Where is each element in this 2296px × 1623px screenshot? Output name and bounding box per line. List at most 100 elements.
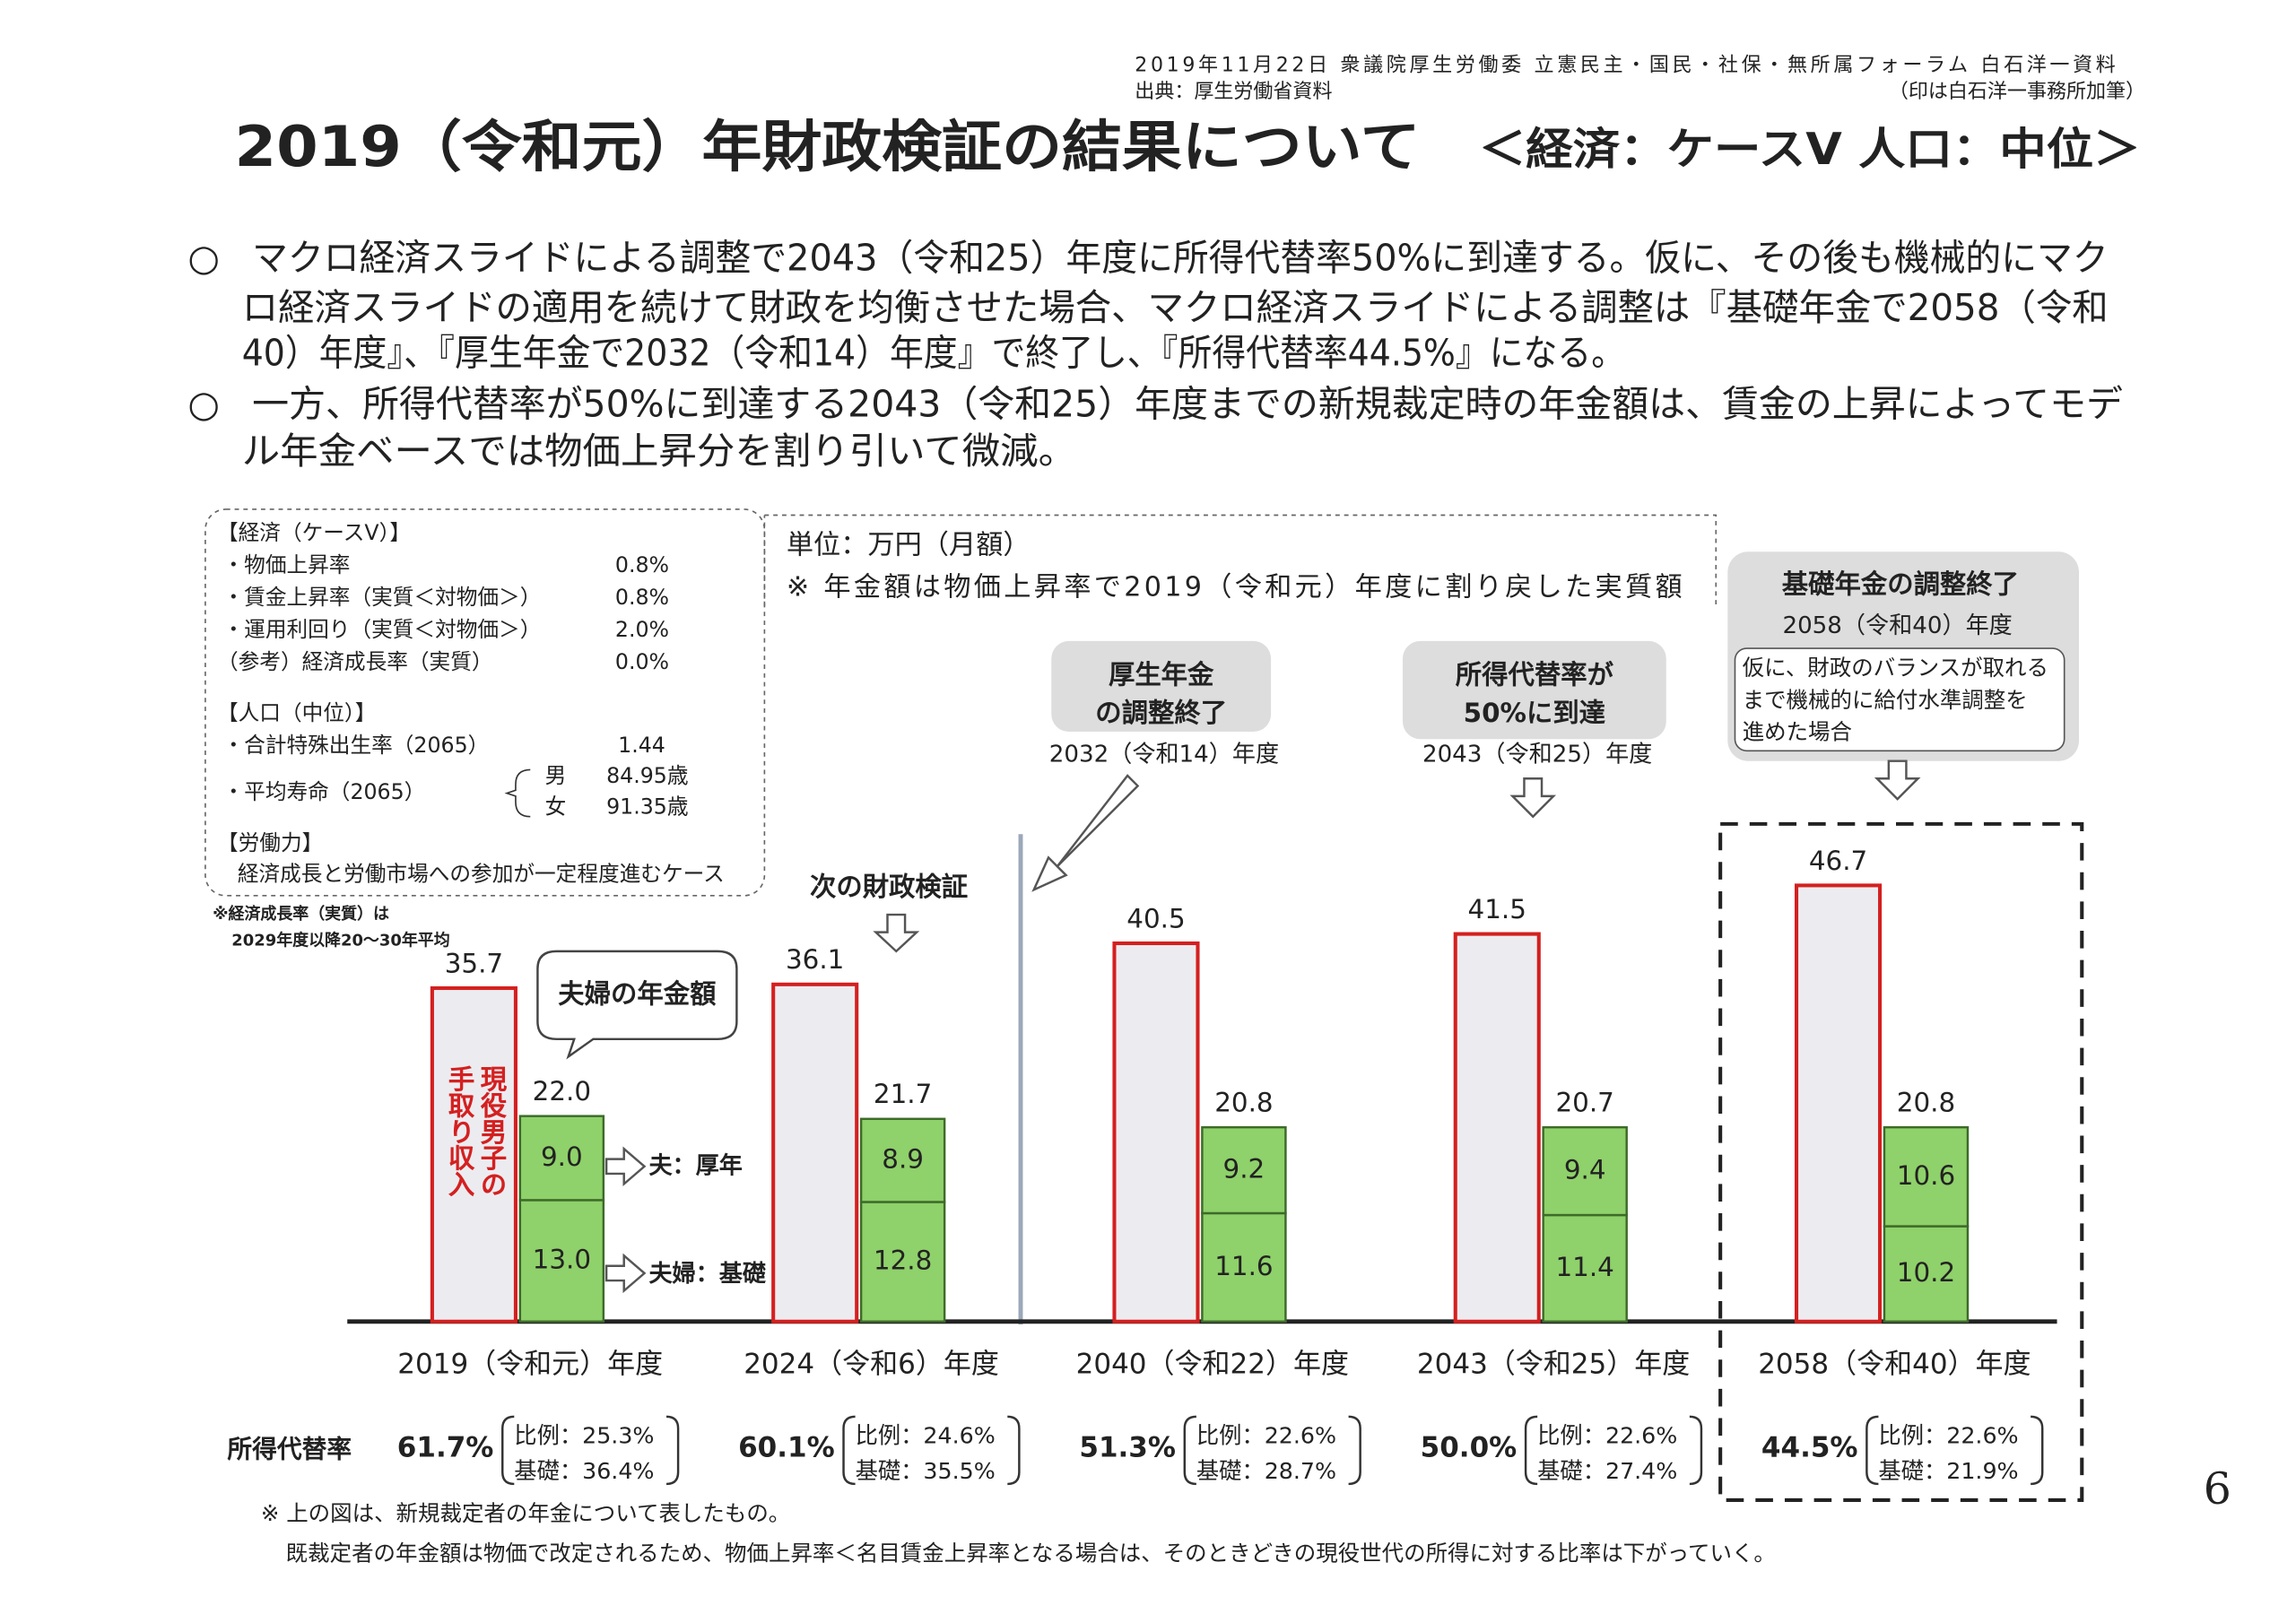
x-tick-label: 2058（令和40）年度 <box>1758 1348 2031 1380</box>
bar <box>1112 941 1200 1324</box>
bullet-text: ル年金ベースでは物価上昇分を割り引いて微減。 <box>242 430 1076 473</box>
bullet-text: 一方、所得代替率が50%に到達する2043（令和25）年度までの新規裁定時の年金… <box>252 383 2123 426</box>
note: 既裁定者の年金額は物価で改定されるため、物価上昇率＜名目賃金上昇率となる場合は、… <box>286 1540 1776 1566</box>
replacement-total: 51.3% <box>1079 1431 1176 1463</box>
legend-label: 夫：厚年 <box>648 1151 742 1179</box>
label: ・平均寿命（2065） <box>223 779 426 804</box>
bullet-text: ロ経済スライドの適用を続けて財政を均衡させた場合、マクロ経済スライドによる調整は… <box>242 286 2109 329</box>
highlight-box <box>1718 821 2084 1502</box>
callout: 夫婦の年金額 <box>558 978 716 1009</box>
data-label: 41.5 <box>1468 894 1526 924</box>
brace <box>504 768 531 818</box>
stack-total-label: 20.8 <box>1214 1088 1273 1118</box>
arrow <box>873 913 920 953</box>
bar-segment <box>859 1117 946 1203</box>
bullet: ○ <box>187 237 220 280</box>
replacement-detail: 基礎：21.9% <box>1878 1458 2018 1484</box>
value: 0.8% <box>615 585 669 610</box>
replacement-label: 所得代替率 <box>227 1434 352 1463</box>
assumptions: 【経済（ケースⅤ）】 ・物価上昇率 0.8% ・賃金上昇率（実質＜対物価＞） 0.8… <box>217 520 725 886</box>
data-label: 13.0 <box>533 1245 591 1275</box>
label: ・運用利回り（実質＜対物価＞） <box>223 617 542 642</box>
arrow <box>1874 759 1921 801</box>
value: 91.35歳 <box>606 794 688 819</box>
data-label: 9.0 <box>541 1141 583 1172</box>
value: 0.8% <box>615 552 669 577</box>
replacement-detail: 比例：22.6% <box>1537 1423 1677 1449</box>
stack-total-label: 20.7 <box>1555 1088 1613 1118</box>
bar <box>1794 883 1883 1324</box>
bullet-text: マクロ経済スライドによる調整で2043（令和25）年度に所得代替率50%に到達す… <box>252 237 2109 280</box>
page-number: 6 <box>2204 1463 2231 1515</box>
bracket <box>501 1415 680 1486</box>
title: 2019（令和元）年財政検証の結果について <box>235 114 1421 179</box>
callout-box <box>1402 640 1666 740</box>
callout-year: 2043（令和25）年度 <box>1422 742 1652 768</box>
label: 男 <box>545 763 567 788</box>
replacement-total: 60.1% <box>738 1431 835 1463</box>
bracket <box>1866 1415 2044 1486</box>
bar-segment <box>1201 1125 1287 1215</box>
data-label: 10.2 <box>1897 1257 1955 1288</box>
data-label: 40.5 <box>1126 903 1185 933</box>
bracket <box>1524 1415 1703 1486</box>
bar <box>771 982 859 1324</box>
callout: 基礎年金の調整終了 <box>1782 568 2019 599</box>
label: 女 <box>545 794 567 819</box>
unit-note: ※ 年金額は物価上昇率で2019（令和元）年度に割り戻した実質額 <box>787 572 1683 603</box>
replacement-detail: 基礎：35.5% <box>856 1458 996 1484</box>
x-tick-label: 2019（令和元）年度 <box>397 1348 663 1380</box>
bar <box>1453 932 1541 1324</box>
note: ※ 上の図は、新規裁定者の年金について表したもの。 <box>261 1500 790 1526</box>
inner-box <box>1734 647 2066 752</box>
data-label: 9.4 <box>1564 1155 1606 1185</box>
value: 2.0% <box>615 617 669 642</box>
bullet-text: 40）年度』、『厚生年金で2032（令和14）年度』で終了し、『所得代替率44.… <box>242 332 1625 375</box>
bracket <box>842 1415 1021 1486</box>
x-tick-label: 2024（令和6）年度 <box>744 1348 999 1380</box>
data-label: 11.6 <box>1214 1251 1273 1281</box>
replacement-total: 44.5% <box>1761 1431 1858 1463</box>
bullet: ○ <box>187 383 220 426</box>
stack-total-label: 20.8 <box>1897 1088 1955 1118</box>
replacement-detail: 比例：25.3% <box>514 1423 654 1449</box>
speech-bubble <box>536 950 738 1060</box>
bar-segment <box>1201 1211 1287 1324</box>
callout: 50%に到達 <box>1464 698 1606 728</box>
stack-total-label: 22.0 <box>533 1076 591 1107</box>
heading: 【労働力】 <box>217 830 323 855</box>
assumption-box <box>204 508 766 897</box>
bar-segment <box>1883 1125 1970 1228</box>
data-label: 35.7 <box>445 948 503 978</box>
data-label: 11.4 <box>1555 1252 1613 1282</box>
value: 84.95歳 <box>606 763 688 788</box>
callout-box <box>1051 640 1272 733</box>
replacement-detail: 基礎：27.4% <box>1537 1458 1677 1484</box>
replacement-total: 50.0% <box>1421 1431 1518 1463</box>
replacement-detail: 比例：24.6% <box>856 1423 996 1449</box>
bar-segment <box>1542 1125 1628 1217</box>
heading: 【人口（中位）】 <box>217 700 376 725</box>
bar-segment <box>1883 1225 1970 1324</box>
data-label: 46.7 <box>1809 846 1867 876</box>
callout-text: まで機械的に給付水準調整を <box>1743 687 2028 713</box>
arrow <box>1031 774 1140 892</box>
bar <box>430 985 517 1324</box>
replacement-detail: 比例：22.6% <box>1878 1423 2018 1449</box>
series-name: 現役男子の手取り収入 <box>443 1065 508 1198</box>
legend-label: 夫婦：基礎 <box>648 1261 766 1288</box>
replacement-total: 61.7% <box>397 1431 494 1463</box>
callout-text: 進めた場合 <box>1743 719 1852 745</box>
arrow <box>604 1146 647 1294</box>
data-label: 36.1 <box>786 944 844 975</box>
x-tick-label: 2043（令和25）年度 <box>1417 1348 1690 1380</box>
data-label: 8.9 <box>882 1144 924 1175</box>
replacement-detail: 基礎：28.7% <box>1196 1458 1336 1484</box>
unit-box <box>763 514 1718 606</box>
header-source: 出典：厚生労働省資料 <box>1135 81 1332 103</box>
data-label: 10.6 <box>1897 1160 1955 1191</box>
label: （参考）経済成長率（実質） <box>217 649 493 674</box>
data-label: 12.8 <box>874 1245 932 1276</box>
